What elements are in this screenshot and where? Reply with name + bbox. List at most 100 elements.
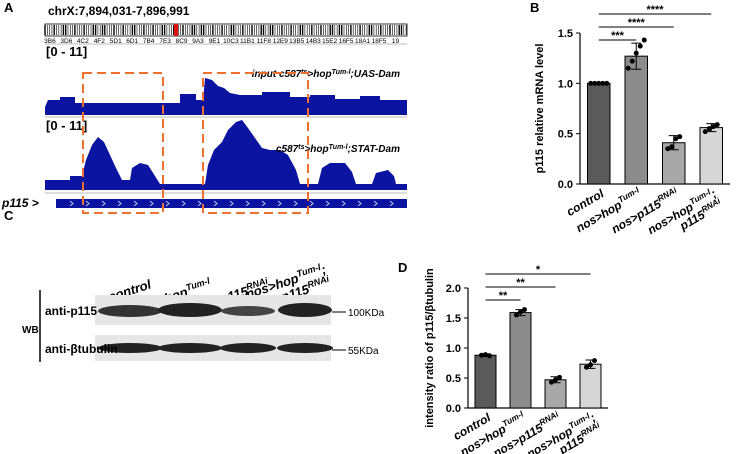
text-run: ; [588,410,598,424]
strand-arrow [165,200,170,207]
data-point [673,136,679,142]
panel-letter: A [4,0,14,15]
strand-arrow [229,200,234,207]
cytoband-label: 12E9 [273,38,289,45]
panel-letter: D [398,260,407,275]
y-tick-label: 1.0 [558,78,573,90]
data-point [629,58,635,64]
text-run: ; [708,186,718,200]
data-point [487,353,492,359]
blot-band [220,343,276,353]
strand-arrow [133,200,138,207]
data-point [710,124,716,130]
bar [587,82,611,185]
data-point [637,43,643,49]
significance-label: **** [628,17,646,29]
size-marker: 100KDa [348,308,385,319]
data-point [514,312,519,318]
cytoband-label: 18F5 [372,38,387,45]
y-axis-label: intensity ratio of p115/βtubulin [424,268,436,428]
data-point [522,307,527,313]
strand-arrow [357,200,362,207]
blot-band [158,303,222,317]
cytoband-label: 19 [392,38,400,45]
track-label: c587ts>hopTum-l;STAT-Dam [276,144,400,156]
y-tick-label: 1.5 [558,28,573,40]
strand-arrow [245,200,250,207]
cytoband-label: 11F8 [257,38,272,45]
strand-arrow [197,200,202,207]
data-point [588,80,594,86]
data-point [625,65,631,71]
strand-arrow [69,200,74,207]
strand-arrow [293,200,298,207]
strand-arrow [325,200,330,207]
strand-arrow [389,200,394,207]
data-point [677,134,683,140]
cytoband-label: 13B5 [289,38,305,45]
strand-arrow [213,200,218,207]
superscript: RNAi [656,184,679,203]
y-tick-label: 1.0 [446,343,461,355]
data-point [557,374,562,380]
superscript: Tum-l [500,408,525,428]
strand-arrow [341,200,346,207]
bar [699,127,723,185]
gene-label: p115 > [1,196,39,210]
data-point [596,80,602,86]
bar [579,363,602,409]
data-point [588,362,593,368]
significance-label: ** [516,277,525,289]
superscript: Tum-l [616,184,641,204]
cytoband-label: 14B3 [306,38,322,45]
cytoband-label: 11B1 [240,38,255,45]
data-point [518,309,523,315]
bar [544,379,567,409]
bar-chart: 0.0 0.5 1.0 1.5 2.0 intensity ratio of p115/β… [424,264,608,454]
cytoband-ruler: 3B6 3D6 4C2 4F2 5D1 6D1 7B4 7E3 8C9 9A3 9E1 10C3 11B… [44,23,408,45]
text-run: >hop [307,69,331,80]
blot-band [278,303,332,317]
superscript: Tum-l [329,144,349,151]
coverage-track [45,120,407,190]
y-axis-label: p115 relative mRNA level [534,44,546,174]
data-point [665,146,671,152]
bar [509,312,532,409]
cytoband-label: 4C2 [77,38,89,45]
y-tick-label: 0.0 [558,179,573,191]
size-marker: 55KDa [348,346,379,357]
superscript: Tum-l [185,275,212,292]
y-tick-label: 2.0 [446,283,461,295]
data-point [633,50,639,56]
cytoband-label: 9A3 [192,38,204,45]
strand-arrow [101,200,106,207]
data-point [592,358,597,364]
track-range: [0 - 11] [46,44,87,59]
blot-row-label: anti-p115 [45,304,97,318]
data-point [600,80,606,86]
superscript: ts [298,144,304,151]
track-range: [0 - 11] [46,118,87,133]
text-run: ;STAT-Dam [348,144,401,155]
data-point [604,80,610,86]
data-point [549,379,554,385]
text-run: ; [319,262,328,278]
cytoband-label: 8C9 [176,38,188,45]
highlight-box [202,72,309,214]
data-point [706,126,712,132]
text-run: ;UAS-Dam [351,69,401,80]
cytoband-label: 18A1 [355,38,371,45]
bar [474,354,497,409]
blot-method: WB [22,325,39,336]
ruler-frame [44,23,408,37]
significance-label: *** [611,30,625,42]
cytoband-label: 5D1 [110,38,122,45]
gene-model [56,199,407,208]
locus: chrX:7,894,031-7,896,991 [48,4,190,18]
text-run: c587 [276,144,299,155]
y-tick-label: 1.5 [446,313,461,325]
strand-arrow [261,200,266,207]
cytoband-label: 4F2 [94,38,106,45]
superscript: RNAi [306,273,331,290]
